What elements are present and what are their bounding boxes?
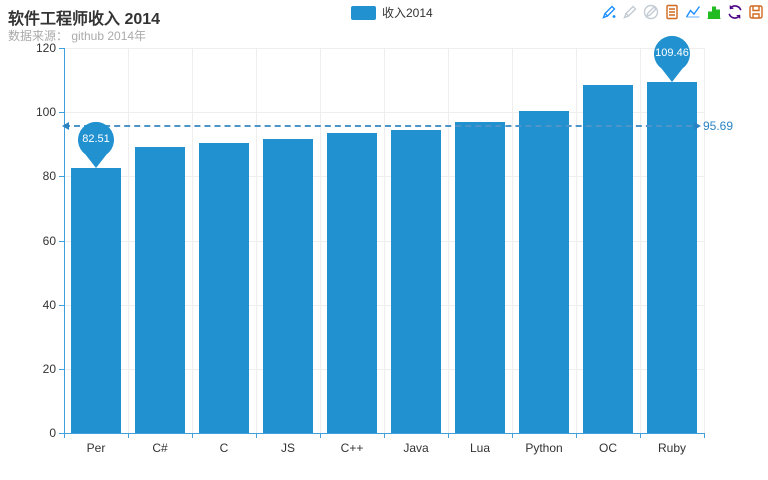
x-axis-line — [64, 433, 705, 434]
y-axis-line — [64, 48, 65, 433]
y-axis-label: 100 — [35, 105, 56, 120]
bar-oc[interactable] — [583, 84, 633, 433]
y-axis-tick — [59, 240, 64, 242]
x-axis-label: Python — [525, 441, 563, 455]
markpoint-value-label: 109.46 — [655, 46, 689, 59]
grid-line-vertical — [640, 48, 641, 433]
markline-arrow-icon — [694, 121, 701, 130]
x-axis-label: C++ — [340, 441, 364, 455]
x-axis-label: Per — [86, 441, 106, 455]
mark-undo-icon[interactable] — [621, 3, 638, 20]
grid-line-vertical — [192, 48, 193, 433]
x-axis-tick — [64, 433, 65, 438]
mark-clear-icon[interactable] — [642, 3, 659, 20]
x-axis-label: C — [219, 441, 229, 455]
line-chart-icon[interactable] — [684, 3, 701, 20]
y-axis-label: 40 — [42, 297, 56, 312]
y-axis-label: 0 — [49, 426, 56, 440]
x-axis-tick — [512, 433, 513, 438]
x-axis-tick — [320, 433, 321, 438]
grid-line-vertical — [576, 48, 577, 433]
x-axis-tick — [448, 433, 449, 438]
min-markpoint-pin: 82.51 — [75, 121, 117, 169]
bar-js[interactable] — [263, 139, 313, 433]
max-markpoint-pin: 109.46 — [651, 35, 693, 83]
y-axis-tick — [59, 48, 64, 49]
bar-java[interactable] — [391, 129, 441, 433]
bar-per[interactable] — [71, 168, 121, 433]
x-axis-label: C# — [152, 441, 168, 455]
legend-label: 收入2014 — [382, 6, 433, 20]
y-axis-label: 20 — [42, 361, 56, 376]
x-axis-tick — [576, 433, 577, 438]
bar-chart-icon[interactable] — [705, 3, 722, 20]
x-axis-tick — [384, 433, 385, 438]
bar-lua[interactable] — [455, 122, 505, 433]
bar-ruby[interactable] — [647, 81, 697, 433]
chart-subtitle: 数据来源： github 2014年 — [8, 29, 147, 43]
x-axis-tick — [192, 433, 193, 438]
pin-icon — [654, 35, 690, 82]
grid-line-vertical — [384, 48, 385, 433]
pin-icon — [78, 122, 114, 169]
x-axis-tick — [704, 433, 705, 438]
markpoint-value-label: 82.51 — [82, 133, 110, 146]
legend-swatch — [351, 5, 376, 20]
bar-c[interactable] — [135, 147, 185, 433]
y-axis-label: 60 — [42, 233, 56, 248]
y-axis-label: 80 — [42, 169, 56, 184]
legend-item-income-2014[interactable]: 收入2014 — [351, 4, 433, 21]
toolbox — [600, 3, 764, 20]
y-axis-tick — [59, 433, 64, 434]
bar-c[interactable] — [327, 133, 377, 433]
y-axis-tick — [59, 176, 64, 178]
x-axis-tick — [256, 433, 257, 438]
y-axis-label: 120 — [35, 41, 56, 55]
bar-python[interactable] — [519, 110, 569, 433]
markline-average-label: 95.69 — [703, 118, 734, 133]
grid-line-vertical — [128, 48, 129, 433]
grid-line-vertical — [512, 48, 513, 433]
x-axis-tick — [128, 433, 129, 438]
average-markline — [64, 124, 692, 127]
x-axis-label: JS — [280, 441, 295, 455]
x-axis-label: Lua — [469, 441, 491, 455]
y-axis-tick — [59, 112, 64, 114]
restore-icon[interactable] — [726, 3, 743, 20]
grid-line-vertical — [320, 48, 321, 433]
x-axis-tick — [640, 433, 641, 438]
mark-line-icon[interactable] — [600, 3, 617, 20]
grid-line-vertical — [448, 48, 449, 433]
chart-title: 软件工程师收入 2014 — [8, 11, 161, 28]
x-axis-label: Ruby — [657, 441, 686, 455]
save-image-icon[interactable] — [747, 3, 764, 20]
grid-line-vertical — [704, 48, 705, 433]
markline-start-symbol — [62, 121, 69, 130]
y-axis-tick — [59, 368, 64, 370]
x-axis-label: OC — [599, 441, 617, 455]
x-axis-label: Java — [403, 441, 429, 455]
bar-c[interactable] — [199, 142, 249, 433]
y-axis-tick — [59, 304, 64, 306]
grid-line-vertical — [256, 48, 257, 433]
data-view-icon[interactable] — [663, 3, 680, 20]
